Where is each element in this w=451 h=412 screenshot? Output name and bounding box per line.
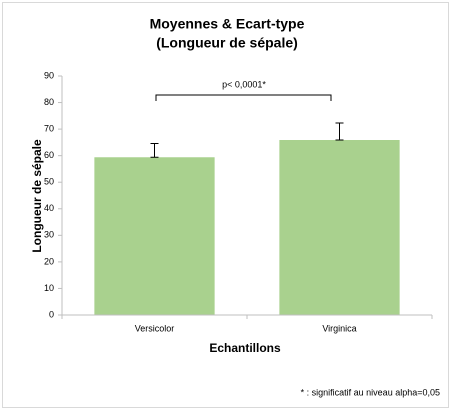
y-tick-label: 80 <box>44 97 54 107</box>
y-tick-label: 50 <box>44 177 54 187</box>
error-bar <box>335 122 344 141</box>
chart-title: Moyennes & Ecart-type <box>150 16 305 32</box>
y-tick-label: 90 <box>44 70 54 80</box>
significance-bracket <box>155 94 332 101</box>
chart-subtitle: (Longueur de sépale) <box>156 35 298 51</box>
error-bar <box>150 142 159 158</box>
x-axis-label: Echantillons <box>209 341 281 355</box>
bar <box>94 157 215 315</box>
y-tick-label: 60 <box>44 150 54 160</box>
y-tick-label: 10 <box>44 283 54 293</box>
x-tick-label: Versicolor <box>135 323 175 333</box>
y-tick-label: 20 <box>44 256 54 266</box>
y-tick-label: 40 <box>44 203 54 213</box>
annotation: p< 0,0001* <box>222 79 266 89</box>
y-tick-label: 30 <box>44 230 54 240</box>
y-tick-label: 0 <box>49 309 54 319</box>
x-tick-label: Virginica <box>322 323 356 333</box>
footnote: * : significatif au niveau alpha=0,05 <box>301 387 440 397</box>
y-tick-label: 70 <box>44 123 54 133</box>
bar <box>279 139 400 315</box>
y-axis-label: Longueur de sépale <box>30 139 44 253</box>
